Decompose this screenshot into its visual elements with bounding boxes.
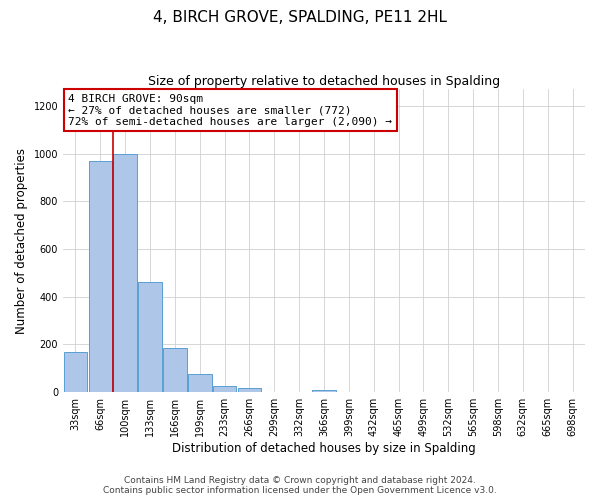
Bar	[312, 390, 336, 392]
X-axis label: Distribution of detached houses by size in Spalding: Distribution of detached houses by size …	[172, 442, 476, 455]
Bar	[138, 282, 162, 392]
Title: Size of property relative to detached houses in Spalding: Size of property relative to detached ho…	[148, 75, 500, 88]
Y-axis label: Number of detached properties: Number of detached properties	[15, 148, 28, 334]
Bar	[188, 374, 212, 392]
Bar	[213, 386, 236, 392]
Bar	[163, 348, 187, 392]
Text: 4 BIRCH GROVE: 90sqm
← 27% of detached houses are smaller (772)
72% of semi-deta: 4 BIRCH GROVE: 90sqm ← 27% of detached h…	[68, 94, 392, 127]
Text: Contains HM Land Registry data © Crown copyright and database right 2024.
Contai: Contains HM Land Registry data © Crown c…	[103, 476, 497, 495]
Bar	[113, 154, 137, 392]
Text: 4, BIRCH GROVE, SPALDING, PE11 2HL: 4, BIRCH GROVE, SPALDING, PE11 2HL	[153, 10, 447, 25]
Bar	[238, 388, 261, 392]
Bar	[64, 352, 87, 392]
Bar	[89, 161, 112, 392]
